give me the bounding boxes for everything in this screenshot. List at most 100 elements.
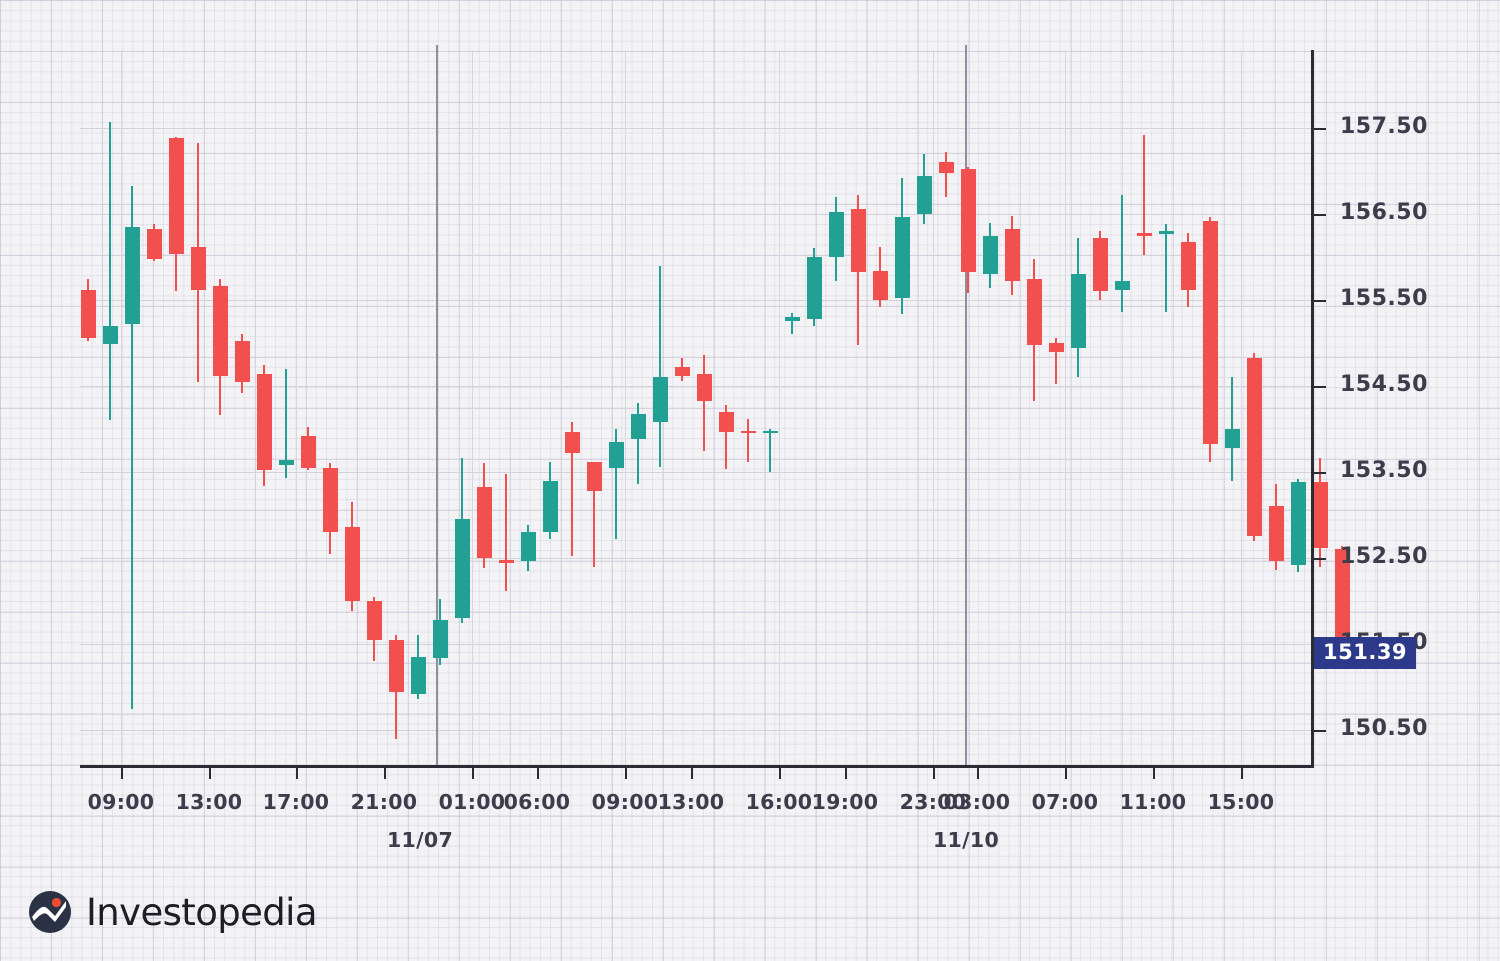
candle-body: [1290, 482, 1306, 565]
candle-wick: [570, 422, 574, 557]
candle-wick: [504, 473, 508, 591]
candle-body: [1070, 274, 1086, 349]
candle-body: [1268, 506, 1284, 562]
x-axis-label: 15:00: [1207, 790, 1275, 814]
candle-body: [784, 317, 800, 321]
investopedia-logo-icon: [28, 890, 72, 934]
candle-body: [1114, 281, 1130, 290]
x-axis-tick: [209, 768, 211, 779]
candle-body: [432, 619, 448, 658]
candle-body: [564, 432, 580, 454]
candle-body: [960, 169, 976, 273]
candle-body: [608, 441, 624, 468]
x-axis-tick: [537, 768, 539, 779]
candle-body: [806, 257, 822, 319]
x-axis-tick: [121, 768, 123, 779]
x-axis-tick: [1153, 768, 1155, 779]
x-axis-date-label: 11/07: [386, 828, 454, 852]
candle-body: [1334, 549, 1350, 654]
candle-wick: [130, 186, 134, 710]
candle-body: [894, 217, 910, 299]
x-axis-tick: [779, 768, 781, 779]
x-axis-tick: [691, 768, 693, 779]
candle-body: [388, 639, 404, 693]
x-axis-label: 03:00: [943, 790, 1011, 814]
candle-body: [322, 467, 338, 533]
candle-body: [1246, 358, 1262, 536]
y-axis-label: 154.50: [1340, 372, 1428, 397]
gridline-horizontal: [80, 472, 1311, 473]
x-axis-tick: [625, 768, 627, 779]
x-axis-label: 06:00: [503, 790, 571, 814]
x-axis-line: [80, 765, 1314, 768]
candle-wick: [1230, 377, 1234, 481]
gridline-horizontal: [80, 386, 1311, 387]
candle-wick: [724, 404, 728, 469]
candle-body: [1158, 231, 1174, 234]
candle-body: [1026, 279, 1042, 345]
candle-wick: [944, 152, 948, 197]
candle-body: [454, 519, 470, 619]
x-axis-date-label: 11/10: [932, 828, 1000, 852]
candle-wick: [768, 429, 772, 472]
candle-wick: [284, 368, 288, 479]
candle-body: [498, 559, 514, 564]
x-axis-tick: [1241, 768, 1243, 779]
x-axis-label: 16:00: [745, 790, 813, 814]
session-separator: [965, 45, 967, 765]
candle-wick: [790, 312, 794, 335]
candle-body: [1048, 343, 1064, 352]
candle-body: [410, 656, 426, 694]
y-axis-tick: [1314, 730, 1326, 732]
candle-body: [168, 138, 184, 254]
x-axis-tick: [472, 768, 474, 779]
x-axis-label: 23:00: [899, 790, 967, 814]
candle-wick: [658, 265, 662, 467]
candle-wick: [702, 355, 706, 452]
gridline-vertical: [625, 50, 626, 765]
candle-body: [762, 430, 778, 434]
candle-body: [718, 411, 734, 433]
candle-body: [1180, 241, 1196, 290]
y-axis-label: 152.50: [1340, 544, 1428, 569]
gridline-horizontal: [80, 644, 1311, 645]
candle-wick: [1164, 224, 1168, 313]
gridline-horizontal: [80, 300, 1311, 301]
candle-body: [102, 325, 118, 344]
y-axis-line: [1311, 50, 1314, 768]
gridline-horizontal: [80, 128, 1311, 129]
candle-wick: [108, 121, 112, 421]
candle-body: [630, 413, 646, 440]
gridline-vertical: [779, 50, 780, 765]
x-axis-label: 13:00: [657, 790, 725, 814]
candle-body: [80, 289, 96, 338]
candle-body: [542, 480, 558, 533]
candle-body: [344, 527, 360, 601]
candle-body: [520, 532, 536, 562]
gridline-horizontal: [80, 214, 1311, 215]
x-axis-label: 07:00: [1031, 790, 1099, 814]
investopedia-wordmark: Investopedia: [86, 890, 318, 934]
candle-wick: [746, 418, 750, 462]
x-axis-tick: [1065, 768, 1067, 779]
y-axis-tick: [1314, 128, 1326, 130]
x-axis-tick: [296, 768, 298, 779]
candle-wick: [592, 461, 596, 567]
y-axis-label: 150.50: [1340, 716, 1428, 741]
gridline-vertical: [296, 50, 297, 765]
candle-body: [1312, 482, 1328, 548]
gridline-vertical: [933, 50, 934, 765]
y-axis-label: 157.50: [1340, 114, 1428, 139]
candle-body: [212, 286, 228, 376]
x-axis-tick: [977, 768, 979, 779]
candle-wick: [636, 403, 640, 485]
y-axis-tick: [1314, 558, 1326, 560]
candle-body: [674, 367, 690, 376]
candle-body: [256, 373, 272, 471]
session-separator: [436, 45, 438, 765]
gridline-vertical: [472, 50, 473, 765]
candle-wick: [614, 429, 618, 540]
x-axis-label: 17:00: [262, 790, 330, 814]
y-axis-label: 156.50: [1340, 200, 1428, 225]
